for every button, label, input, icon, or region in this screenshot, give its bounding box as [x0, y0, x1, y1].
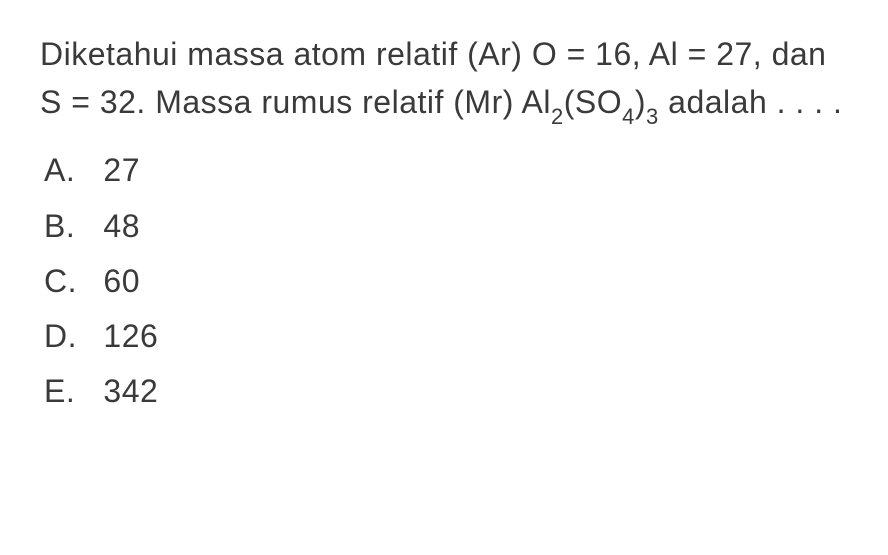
option-e[interactable]: E. 342 [44, 370, 848, 413]
question-part4: adalah . . . . [659, 84, 843, 120]
option-c[interactable]: C. 60 [44, 260, 848, 303]
option-value-c: 60 [103, 260, 140, 303]
option-label-d: D. [44, 315, 94, 358]
question-text: Diketahui massa atom relatif (Ar) O = 16… [40, 30, 848, 129]
option-b[interactable]: B. 48 [44, 205, 848, 248]
subscript-al2: 2 [551, 104, 564, 129]
option-a[interactable]: A. 27 [44, 149, 848, 192]
option-value-d: 126 [103, 315, 158, 358]
subscript-so4: 4 [622, 104, 635, 129]
option-label-a: A. [44, 149, 94, 192]
option-value-e: 342 [103, 370, 158, 413]
option-label-b: B. [44, 205, 94, 248]
question-part3: ) [635, 84, 646, 120]
subscript-3: 3 [646, 104, 659, 129]
option-value-a: 27 [103, 149, 140, 192]
option-value-b: 48 [103, 205, 140, 248]
option-label-e: E. [44, 370, 94, 413]
option-label-c: C. [44, 260, 94, 303]
options-list: A. 27 B. 48 C. 60 D. 126 E. 342 [40, 149, 848, 413]
question-part2: (SO [564, 84, 622, 120]
option-d[interactable]: D. 126 [44, 315, 848, 358]
